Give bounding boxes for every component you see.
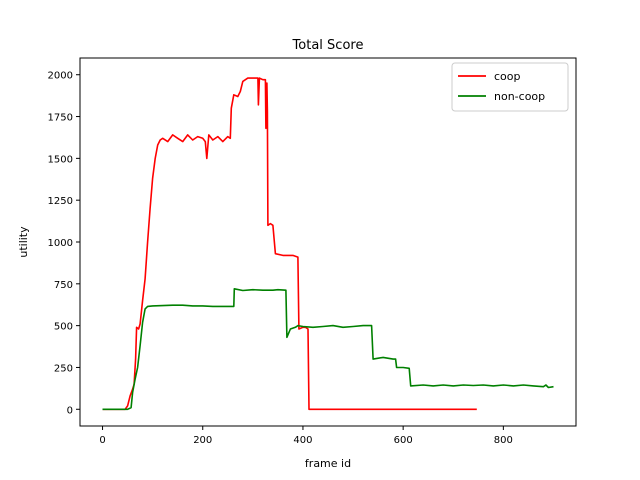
y-tick-label: 0 <box>67 405 73 416</box>
y-tick-label: 750 <box>54 280 73 291</box>
plot-lines <box>102 77 554 411</box>
x-axis-label: frame id <box>305 457 351 470</box>
series-line-non-coop <box>102 288 554 411</box>
chart-title: Total Score <box>292 38 364 53</box>
y-tick-label: 250 <box>54 363 73 374</box>
y-tick-label: 2000 <box>48 71 73 82</box>
x-tick-label: 600 <box>394 435 413 446</box>
series-line-coop <box>102 77 477 411</box>
legend-label-non-coop: non-coop <box>494 90 545 103</box>
x-tick-label: 200 <box>193 435 212 446</box>
legend-label-coop: coop <box>494 70 521 83</box>
x-axis-ticks: 0 200 400 600 800 <box>99 426 513 446</box>
plot-area-frame <box>79 57 577 427</box>
y-tick-label: 500 <box>54 322 73 333</box>
x-tick-label: 0 <box>99 435 105 446</box>
legend-box <box>451 62 569 112</box>
y-axis-ticks: 0 250 500 750 1000 1250 1500 1750 2000 <box>48 71 80 416</box>
y-tick-label: 1250 <box>48 196 73 207</box>
x-tick-label: 800 <box>494 435 513 446</box>
y-tick-label: 1750 <box>48 113 73 124</box>
y-axis-label: utility <box>17 226 30 258</box>
x-tick-label: 400 <box>293 435 312 446</box>
legend: coop non-coop <box>451 62 569 112</box>
y-tick-label: 1500 <box>48 154 73 165</box>
y-tick-label: 1000 <box>48 238 73 249</box>
